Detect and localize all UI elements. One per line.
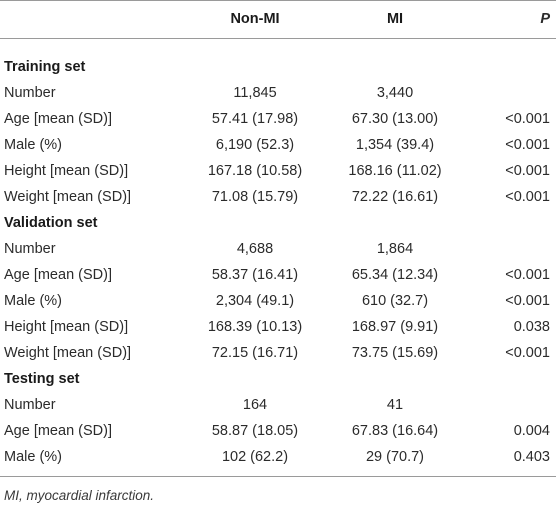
cell-p: <0.001 — [505, 111, 550, 127]
row-label: Number — [4, 397, 56, 413]
row-label: Number — [4, 85, 56, 101]
cell-non-mi: 71.08 (15.79) — [211, 189, 299, 205]
cell-non-mi: 57.41 (17.98) — [211, 111, 299, 127]
table-row: Height [mean (SD)] 167.18 (10.58) 168.16… — [0, 158, 556, 184]
cell-non-mi: 72.15 (16.71) — [211, 345, 299, 361]
cell-mi: 41 — [386, 397, 404, 413]
row-label: Male (%) — [4, 137, 63, 153]
row-label: Age [mean (SD)] — [4, 267, 112, 283]
cell-mi: 1,354 (39.4) — [355, 137, 435, 153]
table-row: Male (%) 2,304 (49.1) 610 (32.7) <0.001 — [0, 288, 556, 314]
table-row: Number 11,845 3,440 — [0, 80, 556, 106]
cell-non-mi: 58.87 (18.05) — [211, 423, 299, 439]
row-label: Height [mean (SD)] — [4, 163, 129, 179]
cell-mi: 29 (70.7) — [365, 449, 425, 465]
cell-p: <0.001 — [505, 189, 550, 205]
bottom-rule — [0, 476, 556, 477]
cell-non-mi: 11,845 — [233, 85, 277, 101]
row-label: Weight [mean (SD)] — [4, 189, 132, 205]
table-row: Weight [mean (SD)] 72.15 (16.71) 73.75 (… — [0, 340, 556, 366]
table-row: Number 4,688 1,864 — [0, 236, 556, 262]
cell-non-mi: 2,304 (49.1) — [215, 293, 295, 309]
cell-non-mi: 58.37 (16.41) — [211, 267, 299, 283]
header-mi: MI — [386, 11, 404, 27]
table-row: Male (%) 102 (62.2) 29 (70.7) 0.403 — [0, 444, 556, 470]
cell-mi: 168.16 (11.02) — [348, 163, 442, 179]
section-title-row: Validation set — [0, 210, 556, 236]
row-label: Weight [mean (SD)] — [4, 345, 132, 361]
cell-p: <0.001 — [505, 163, 550, 179]
cell-p: 0.403 — [513, 449, 550, 465]
header-p: P — [540, 11, 550, 27]
section-title: Validation set — [4, 215, 98, 231]
cell-mi: 67.83 (16.64) — [351, 423, 439, 439]
cell-mi: 72.22 (16.61) — [351, 189, 439, 205]
section-title-row: Testing set — [0, 366, 556, 392]
cell-non-mi: 6,190 (52.3) — [215, 137, 295, 153]
cell-mi: 1,864 — [376, 241, 414, 257]
table-row: Height [mean (SD)] 168.39 (10.13) 168.97… — [0, 314, 556, 340]
cell-mi: 65.34 (12.34) — [351, 267, 439, 283]
table-row: Age [mean (SD)] 58.87 (18.05) 67.83 (16.… — [0, 418, 556, 444]
table-row: Age [mean (SD)] 58.37 (16.41) 65.34 (12.… — [0, 262, 556, 288]
cell-non-mi: 167.18 (10.58) — [207, 163, 303, 179]
cell-non-mi: 4,688 — [236, 241, 274, 257]
header-row: Non-MI MI P — [0, 6, 556, 32]
cell-non-mi: 164 — [242, 397, 268, 413]
cell-mi: 67.30 (13.00) — [351, 111, 439, 127]
cell-p: <0.001 — [505, 293, 550, 309]
row-label: Age [mean (SD)] — [4, 423, 112, 439]
cell-p: 0.038 — [513, 319, 550, 335]
cell-mi: 3,440 — [376, 85, 414, 101]
table-row: Weight [mean (SD)] 71.08 (15.79) 72.22 (… — [0, 184, 556, 210]
cell-p: <0.001 — [505, 267, 550, 283]
header-rule — [0, 38, 556, 39]
header-non-mi: Non-MI — [230, 11, 280, 27]
cell-p: 0.004 — [513, 423, 550, 439]
top-rule — [0, 0, 556, 1]
row-label: Age [mean (SD)] — [4, 111, 112, 127]
row-label: Male (%) — [4, 293, 63, 309]
row-label: Number — [4, 241, 56, 257]
row-label: Height [mean (SD)] — [4, 319, 129, 335]
cell-mi: 73.75 (15.69) — [351, 345, 439, 361]
table-row: Age [mean (SD)] 57.41 (17.98) 67.30 (13.… — [0, 106, 556, 132]
cell-non-mi: 168.39 (10.13) — [207, 319, 303, 335]
table-row: Male (%) 6,190 (52.3) 1,354 (39.4) <0.00… — [0, 132, 556, 158]
cell-mi: 168.97 (9.91) — [351, 319, 439, 335]
section-title: Testing set — [4, 371, 80, 387]
row-label: Male (%) — [4, 449, 63, 465]
cell-p: <0.001 — [505, 137, 550, 153]
cell-mi: 610 (32.7) — [361, 293, 429, 309]
table-footnote: MI, myocardial infarction. — [4, 488, 155, 503]
section-title-row: Training set — [0, 54, 556, 80]
cell-non-mi: 102 (62.2) — [221, 449, 289, 465]
table-row: Number 164 41 — [0, 392, 556, 418]
section-title: Training set — [4, 59, 86, 75]
cell-p: <0.001 — [505, 345, 550, 361]
